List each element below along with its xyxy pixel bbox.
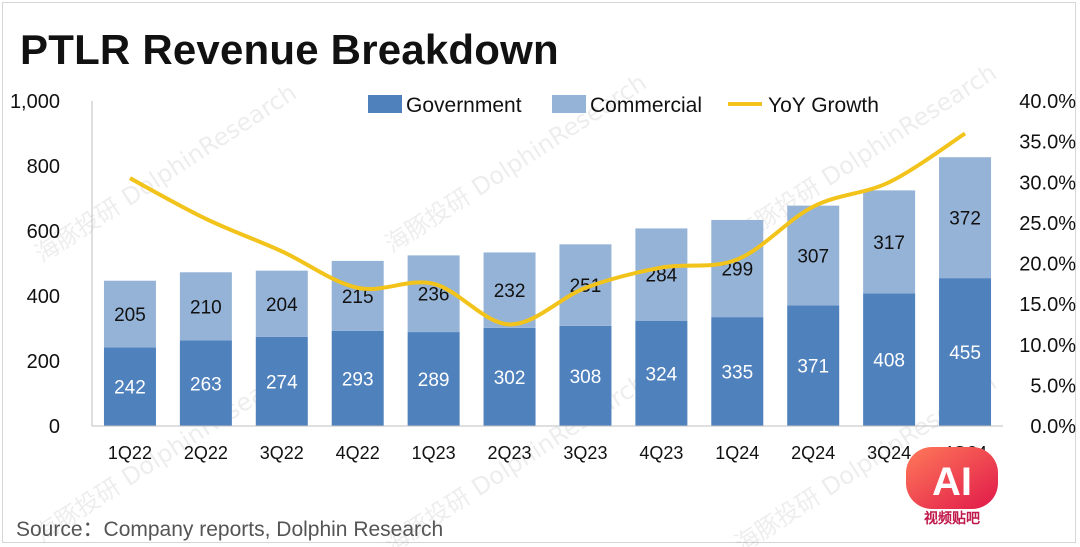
bar-government	[103, 347, 156, 426]
data-label-government: 242	[114, 378, 146, 399]
x-tick-label: 1Q22	[108, 443, 152, 463]
data-label-commercial: 236	[418, 285, 450, 306]
x-tick-label: 2Q22	[184, 443, 228, 463]
data-label-government: 274	[266, 372, 298, 393]
bar-government	[863, 293, 916, 426]
bar-commercial	[711, 219, 764, 318]
x-tick-label: 4Q22	[336, 443, 380, 463]
line-layer	[129, 131, 967, 327]
data-label-commercial: 232	[494, 281, 526, 302]
y2-tick-label: 15.0%	[1019, 294, 1076, 316]
data-label-government: 293	[342, 369, 374, 390]
legend: Government Commercial YoY Growth	[368, 94, 879, 117]
bar-government	[939, 278, 992, 426]
y2-tick-label: 5.0%	[1030, 375, 1076, 397]
y-tick-label: 0	[49, 416, 60, 438]
bar-commercial	[939, 157, 992, 279]
data-label-government: 335	[721, 363, 753, 384]
bar-government	[179, 340, 232, 426]
ai-badge: AI 视频贴吧	[902, 447, 1002, 525]
y-tick-label: 400	[27, 286, 60, 308]
bar-government	[711, 317, 764, 426]
data-label-government: 302	[494, 368, 526, 389]
data-label-government: 455	[949, 343, 981, 364]
source-note: Source：Company reports, Dolphin Research	[16, 518, 444, 541]
x-tick-label: 1Q23	[412, 443, 456, 463]
x-tick-label: 1Q24	[715, 443, 759, 463]
data-label-government: 371	[797, 357, 829, 378]
y2-tick-label: 40.0%	[1019, 91, 1076, 113]
bar-commercial	[787, 205, 840, 306]
bar-government	[331, 330, 384, 426]
x-tick-label: 3Q22	[260, 443, 304, 463]
bar-commercial	[255, 270, 308, 337]
y-tick-label: 800	[27, 156, 60, 178]
data-label-commercial: 372	[949, 209, 981, 230]
legend-swatch-government	[368, 95, 402, 113]
bar-commercial	[559, 244, 612, 326]
x-tick-label: 4Q23	[639, 443, 683, 463]
bar-commercial	[863, 190, 916, 294]
x-tick-label: 2Q23	[488, 443, 532, 463]
y-tick-label: 200	[27, 351, 60, 373]
watermark-text: 海豚投研 DolphinResearch	[30, 78, 302, 268]
data-label-government: 308	[570, 367, 602, 388]
bar-government	[483, 327, 536, 426]
y2-tick-label: 10.0%	[1019, 335, 1076, 357]
data-label-government: 263	[190, 374, 222, 395]
y2-tick-label: 25.0%	[1019, 213, 1076, 235]
ai-badge-caption-bg	[902, 509, 1002, 525]
ai-badge-caption: 视频贴吧	[924, 510, 980, 525]
bar-commercial	[483, 252, 536, 328]
data-label-commercial: 317	[873, 233, 905, 254]
axis-layer: 0 200 400 600 800 1,000 0.0% 5.0% 10.0% 15.0% 20.0…	[10, 91, 1076, 463]
bar-government	[407, 332, 460, 426]
ai-badge-shape	[906, 447, 998, 509]
bar-layer: 242 205 263 210 274 204 293 215 289 236 302 232 308 2…	[103, 157, 992, 426]
data-label-commercial: 307	[797, 247, 829, 268]
legend-label-commercial: Commercial	[590, 94, 702, 117]
data-label-government: 408	[873, 351, 905, 372]
data-label-commercial: 215	[342, 287, 374, 308]
data-label-commercial: 204	[266, 295, 298, 316]
y2-tick-label: 30.0%	[1019, 172, 1076, 194]
x-tick-label: 2Q24	[791, 443, 835, 463]
bar-government	[635, 320, 688, 426]
y-tick-label: 1,000	[10, 91, 60, 113]
y2-tick-label: 20.0%	[1019, 254, 1076, 276]
bar-government	[787, 305, 840, 426]
y-tick-label: 600	[27, 221, 60, 243]
bar-commercial	[331, 260, 384, 331]
ai-badge-text: AI	[932, 460, 972, 504]
data-label-commercial: 299	[721, 260, 753, 281]
legend-swatch-commercial	[552, 95, 586, 113]
chart-title: PTLR Revenue Breakdown	[20, 26, 559, 73]
legend-label-yoy-growth: YoY Growth	[768, 94, 879, 117]
data-label-commercial: 205	[114, 305, 146, 326]
x-tick-label: 3Q23	[563, 443, 607, 463]
y2-tick-label: 0.0%	[1030, 416, 1076, 438]
data-label-commercial: 210	[190, 297, 222, 318]
bar-commercial	[179, 272, 232, 341]
bar-commercial	[103, 280, 156, 348]
data-label-government: 324	[646, 364, 678, 385]
legend-label-government: Government	[406, 94, 522, 117]
x-tick-label: 3Q24	[867, 443, 911, 463]
data-label-government: 289	[418, 370, 450, 391]
line-yoy-growth	[129, 131, 967, 327]
bar-commercial	[635, 228, 688, 321]
bar-government	[255, 336, 308, 426]
y2-tick-label: 35.0%	[1019, 132, 1076, 154]
bar-government	[559, 325, 612, 426]
